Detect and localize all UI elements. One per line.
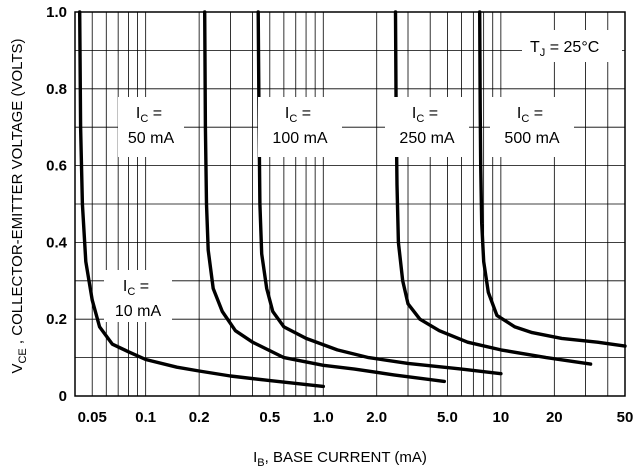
y-axis-title: VCE , COLLECTOR-EMITTER VOLTAGE (VOLTS) [9,38,29,373]
series-label-line1-2: IC = [285,105,311,125]
condition-label-bg [522,30,622,62]
series-label-bg-0 [104,270,172,322]
series-label-line1-3: IC = [412,105,438,125]
y-tick-label-1: 0.2 [46,311,67,328]
series-label-bg-1 [118,97,184,157]
series-curve-0 [77,10,325,389]
chart-titles: IB, BASE CURRENT (mA) VCE , COLLECTOR-EMI… [9,38,427,469]
x-tick-label-5: 2.0 [366,409,387,426]
series-label-line2-0: 10 mA [115,303,162,320]
y-tick-label-0: 0 [59,388,67,405]
y-tick-label-2: 0.4 [46,234,68,251]
x-tick-label-0: 0.05 [78,409,107,426]
plot-frame [74,11,626,397]
y-tick-label-3: 0.6 [46,158,67,175]
series-label-bg-4 [490,97,574,157]
x-tick-label-4: 1.0 [313,409,334,426]
x-axis-title: IB, BASE CURRENT (mA) [253,449,427,469]
series-label-line2-4: 500 mA [504,130,559,147]
x-tick-label-6: 5.0 [437,409,458,426]
series-curve-4 [478,10,627,348]
x-tick-label-8: 20 [546,409,563,426]
x-tick-label-3: 0.5 [259,409,280,426]
series-curve-1 [202,10,446,384]
series-label-line2-3: 250 mA [399,130,454,147]
y-tick-label-5: 1.0 [46,4,67,21]
chart-curves [77,10,627,389]
series-label-line1-1: IC = [136,105,162,125]
y-tick-label-4: 0.8 [46,81,67,98]
chart-ticks: 0.05 0.1 0.2 0.5 1.0 2.0 5.0 10 20 50 0 0.2 0.4 0.6 0.… [46,4,633,426]
series-label-line2-1: 50 mA [128,130,175,147]
series-curve-2 [256,10,503,376]
series-curve-3 [393,10,593,366]
series-label-line1-4: IC = [517,105,543,125]
x-tick-label-1: 0.1 [135,409,156,426]
x-tick-label-2: 0.2 [189,409,210,426]
x-tick-label-9: 50 [617,409,634,426]
series-label-bg-2 [258,97,342,157]
series-label-line2-2: 100 mA [272,130,327,147]
series-label-line1-0: IC = [123,278,149,298]
condition-label: TJ = 25°C [530,39,599,59]
x-tick-label-7: 10 [493,409,510,426]
chart-annotations: IC = 10 mA IC = 50 mA IC = 100 mA IC = 250 mA IC… [104,30,622,322]
series-label-bg-3 [385,97,469,157]
